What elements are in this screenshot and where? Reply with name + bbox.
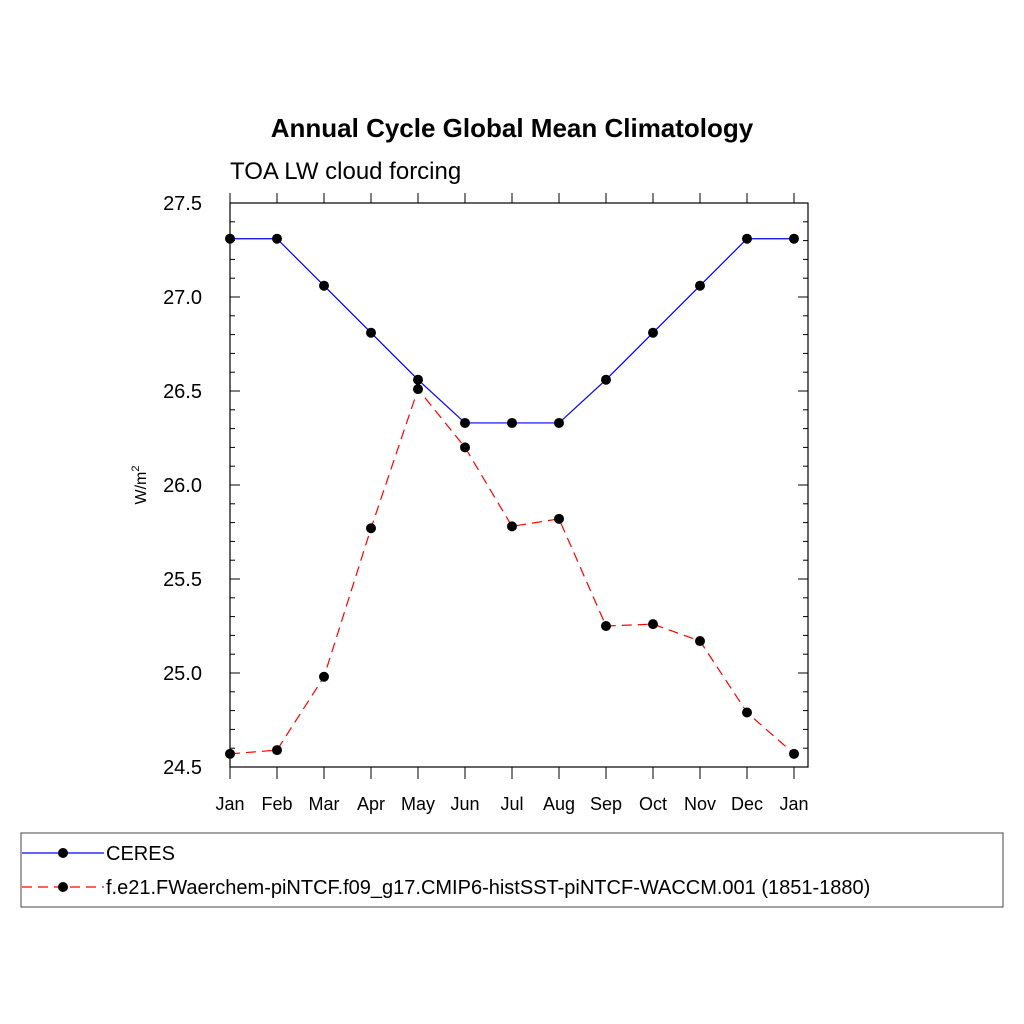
data-point-1 <box>272 745 282 756</box>
data-point-1 <box>789 748 799 759</box>
data-point-1 <box>507 521 517 532</box>
x-tick-label: Jun <box>450 794 479 814</box>
data-point-0 <box>648 327 658 338</box>
y-axis-label-superscript: 2 <box>130 466 142 472</box>
plot-frame <box>229 202 809 768</box>
legend-marker-1 <box>58 882 68 892</box>
data-point-0 <box>695 280 705 291</box>
data-point-1 <box>366 523 376 534</box>
x-tick-label: Jan <box>215 794 244 814</box>
data-point-1 <box>225 748 235 759</box>
legend-box <box>20 832 1004 908</box>
x-tick-label: Aug <box>543 794 575 814</box>
data-point-0 <box>366 327 376 338</box>
data-point-1 <box>413 384 423 395</box>
y-tick-label: 26.5 <box>163 381 202 403</box>
data-point-0 <box>742 233 752 244</box>
data-point-1 <box>319 671 329 682</box>
y-axis-label-unit: W/m <box>133 472 150 505</box>
data-point-0 <box>413 374 423 385</box>
y-tick-label: 24.5 <box>163 757 202 779</box>
x-tick-label: Jan <box>779 794 808 814</box>
data-point-1 <box>460 442 470 453</box>
x-tick-label: Feb <box>261 794 292 814</box>
series-line-0 <box>230 238 794 424</box>
legend-marker-0 <box>58 848 68 858</box>
data-point-0 <box>272 233 282 244</box>
legend-label-1: f.e21.FWaerchem-piNTCF.f09_g17.CMIP6-his… <box>106 877 870 899</box>
chart-title: Annual Cycle Global Mean Climatology <box>271 113 754 143</box>
x-tick-label: May <box>401 794 435 814</box>
x-tick-label: Oct <box>639 794 667 814</box>
data-point-1 <box>742 707 752 718</box>
chart-subtitle: TOA LW cloud forcing <box>230 158 461 185</box>
x-tick-label: Nov <box>684 794 716 814</box>
data-point-0 <box>507 417 517 428</box>
x-tick-label: Sep <box>590 794 622 814</box>
x-tick-label: Jul <box>500 794 523 814</box>
y-tick-label: 25.0 <box>163 663 202 685</box>
data-point-1 <box>695 636 705 647</box>
y-axis-label: W/m2 <box>130 466 150 505</box>
series-line-1 <box>229 387 795 755</box>
series-group <box>225 233 799 759</box>
y-tick-label: 27.5 <box>163 193 202 215</box>
axes: 24.5 25.0 25.5 26.0 26.5 27.0 27.5 Jan Feb Mar Apr… <box>163 193 809 814</box>
svg-text:W/m2: W/m2 <box>130 466 150 505</box>
x-tick-label: Dec <box>731 794 763 814</box>
data-point-0 <box>225 233 235 244</box>
data-point-0 <box>319 280 329 291</box>
x-tick-label: Apr <box>357 794 385 814</box>
data-point-0 <box>789 233 799 244</box>
x-tick-label: Mar <box>309 794 340 814</box>
data-point-1 <box>601 621 611 631</box>
legend: CERES f.e21.FWaerchem-piNTCF.f09_g17.CMIP… <box>20 832 1004 908</box>
data-point-0 <box>601 374 611 385</box>
data-point-1 <box>648 619 658 630</box>
y-tick-label: 25.5 <box>163 569 202 591</box>
data-point-0 <box>460 417 470 428</box>
data-point-1 <box>554 513 564 524</box>
legend-label-0: CERES <box>106 843 175 865</box>
y-tick-label: 27.0 <box>163 287 202 309</box>
y-tick-label: 26.0 <box>163 475 202 497</box>
data-point-0 <box>554 417 564 428</box>
